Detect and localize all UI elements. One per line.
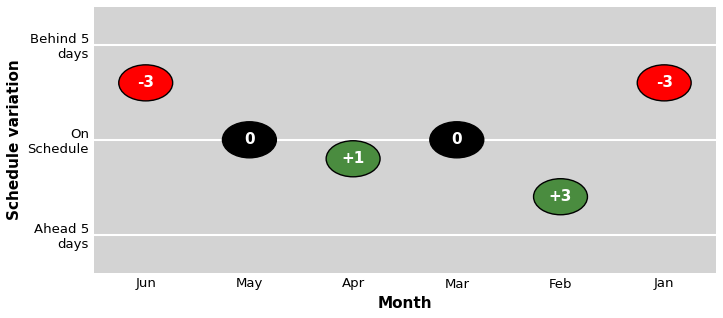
Text: 0: 0	[451, 132, 462, 147]
Ellipse shape	[430, 122, 484, 158]
Ellipse shape	[534, 179, 588, 215]
Text: +1: +1	[341, 151, 364, 166]
Ellipse shape	[223, 122, 276, 158]
Ellipse shape	[637, 65, 691, 101]
Text: +3: +3	[549, 189, 572, 204]
Ellipse shape	[326, 141, 380, 177]
Text: -3: -3	[656, 75, 672, 90]
Text: -3: -3	[137, 75, 154, 90]
Text: 0: 0	[244, 132, 254, 147]
X-axis label: Month: Month	[377, 296, 432, 311]
Ellipse shape	[119, 65, 173, 101]
Y-axis label: Schedule variation: Schedule variation	[7, 59, 22, 220]
